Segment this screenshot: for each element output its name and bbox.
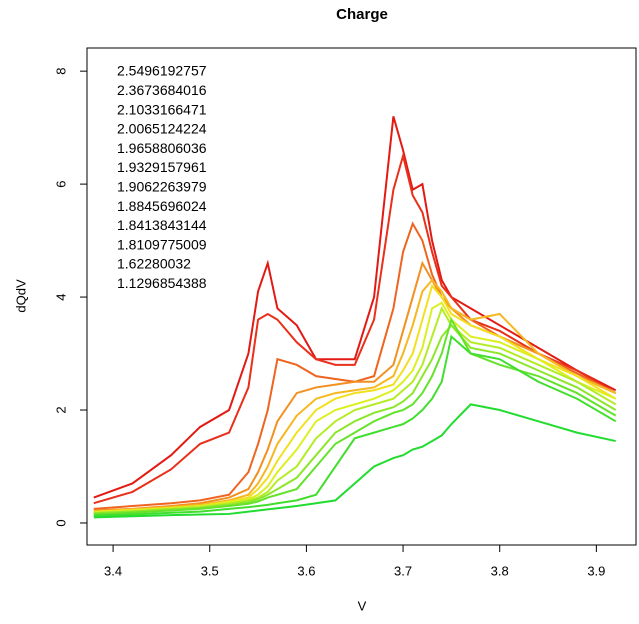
x-tick-label: 3.7	[394, 563, 412, 578]
y-tick-label: 0	[53, 519, 68, 526]
x-tick-label: 3.9	[587, 563, 605, 578]
x-tick-label: 3.5	[201, 563, 219, 578]
y-tick-label: 6	[53, 180, 68, 187]
series-line	[93, 323, 617, 515]
series-line	[93, 278, 617, 513]
x-tick-label: 3.8	[491, 563, 509, 578]
x-tick-label: 3.4	[104, 563, 122, 578]
series-line	[93, 151, 617, 505]
legend-entry: 1.8845696024	[117, 198, 207, 214]
legend-entry: 2.3673684016	[117, 82, 207, 98]
series-line	[93, 301, 617, 514]
series-line	[93, 305, 617, 514]
legend-entry: 1.8413843144	[117, 217, 207, 233]
series-line	[93, 116, 617, 499]
y-tick-label: 4	[53, 293, 68, 300]
legend-entry: 1.1296854388	[117, 275, 207, 291]
legend-entry: 2.5496192757	[117, 63, 207, 79]
y-tick-label: 2	[53, 406, 68, 413]
legend-entry: 1.9658806036	[117, 140, 207, 156]
series-line	[93, 334, 617, 517]
series-line	[93, 317, 617, 516]
legend-entry: 1.62280032	[117, 256, 191, 272]
series-line	[93, 283, 617, 513]
plot-box	[86, 47, 637, 546]
legend-entry: 2.0065124224	[117, 121, 207, 137]
series-line	[93, 260, 617, 512]
legend-entry: 2.1033166471	[117, 101, 207, 117]
x-tick-label: 3.6	[297, 563, 315, 578]
chart-title: Charge	[336, 6, 388, 23]
x-axis-label: V	[358, 598, 367, 613]
legend-entry: 1.9062263979	[117, 179, 207, 195]
legend-entry: 1.8109775009	[117, 236, 207, 252]
y-axis-label: dQdV	[13, 279, 28, 313]
y-tick-label: 8	[53, 68, 68, 75]
legend-entry: 1.9329157961	[117, 159, 207, 175]
series-line	[93, 403, 616, 519]
